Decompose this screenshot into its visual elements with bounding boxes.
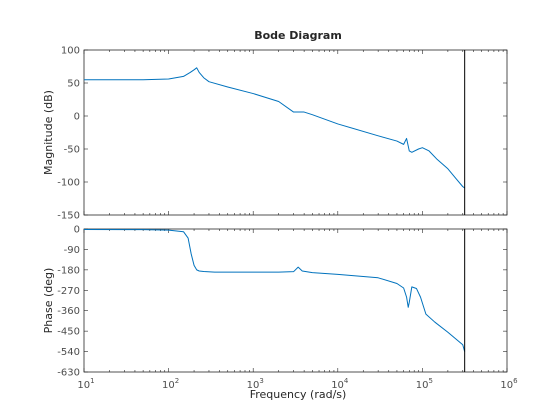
phase-panel: 0 -90 -180 -270 -360 -450 -540 -630 xyxy=(57,225,508,379)
x-tick-label: 106 xyxy=(500,377,518,391)
phase-y-tick-label: -630 xyxy=(57,368,80,379)
x-tick-label-exponent: 4 xyxy=(344,377,349,385)
x-tick-label: 101 xyxy=(77,377,94,391)
x-tick-label-base: 10 xyxy=(162,380,175,391)
x-tick-label-base: 10 xyxy=(416,380,429,391)
phase-y-tick-label: -180 xyxy=(57,265,80,276)
x-tick-label-exponent: 3 xyxy=(259,377,263,385)
phase-y-tick-label: 0 xyxy=(74,225,80,236)
x-axis-label: Frequency (rad/s) xyxy=(250,388,347,401)
x-tick-label-base: 10 xyxy=(500,380,513,391)
x-tick-label-base: 10 xyxy=(77,380,90,391)
magnitude-axes-box xyxy=(83,49,508,216)
x-tick-label: 102 xyxy=(162,377,179,391)
phase-y-tick-label: -90 xyxy=(64,245,80,256)
magnitude-y-tick-label: 100 xyxy=(61,46,80,57)
phase-y-tick-label: -540 xyxy=(57,347,80,358)
magnitude-y-tick-label: 50 xyxy=(67,79,80,90)
x-tick-label: 104 xyxy=(331,377,349,391)
magnitude-series-line xyxy=(84,67,465,189)
phase-axes-box xyxy=(83,228,508,373)
magnitude-y-axis-label: Magnitude (dB) xyxy=(42,90,55,175)
phase-y-tick-label: -450 xyxy=(57,327,80,338)
magnitude-y-tick-label: -150 xyxy=(57,211,80,222)
phase-y-axis-label: Phase (deg) xyxy=(42,268,55,334)
phase-series-line xyxy=(83,228,466,352)
magnitude-panel: 100 50 0 -50 -100 -150 xyxy=(57,46,508,222)
x-tick-label-base: 10 xyxy=(331,380,344,391)
magnitude-y-tick-label: -50 xyxy=(64,145,80,156)
x-tick-label: 103 xyxy=(247,377,264,391)
chart-title: Bode Diagram xyxy=(254,29,342,42)
x-tick-label: 105 xyxy=(416,377,433,391)
x-tick-label-exponent: 5 xyxy=(429,377,433,385)
x-tick-label-exponent: 1 xyxy=(90,377,94,385)
x-tick-label-exponent: 6 xyxy=(513,377,518,385)
phase-y-tick-label: -270 xyxy=(57,286,80,297)
x-tick-label-exponent: 2 xyxy=(175,377,179,385)
x-tick-label-base: 10 xyxy=(247,380,260,391)
magnitude-y-tick-label: 0 xyxy=(74,112,80,123)
magnitude-y-tick-label: -100 xyxy=(57,178,80,189)
phase-y-tick-label: -360 xyxy=(57,306,80,317)
